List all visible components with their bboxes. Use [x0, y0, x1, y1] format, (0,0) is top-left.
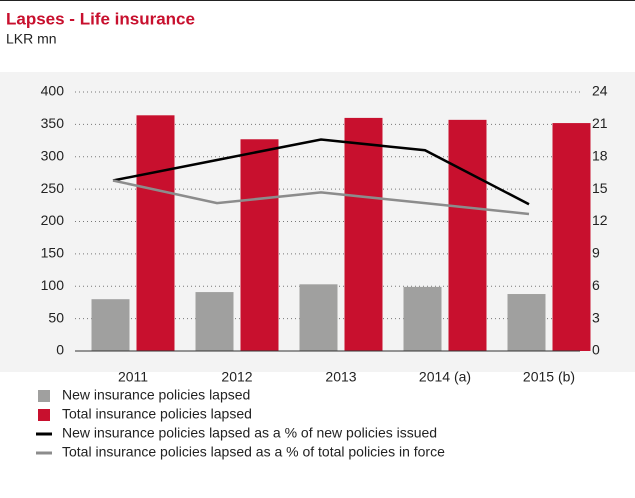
- legend-label: Total insurance policies lapsed as a % o…: [62, 444, 445, 460]
- legend-swatch: [38, 390, 50, 402]
- y-tick-label: 0: [56, 342, 64, 358]
- y2-tick-label: 24: [592, 83, 608, 99]
- legend-label: Total insurance policies lapsed: [62, 406, 252, 422]
- bar: [403, 286, 442, 351]
- bar: [240, 139, 279, 351]
- y-tick-label: 50: [48, 309, 64, 325]
- y2-tick-label: 21: [592, 115, 608, 131]
- y-tick-label: 400: [41, 83, 65, 99]
- y2-tick-label: 15: [592, 180, 608, 196]
- x-tick-label: 2014 (a): [419, 369, 471, 385]
- y-tick-label: 350: [41, 115, 65, 131]
- y-tick-label: 100: [41, 277, 65, 293]
- chart-subtitle: LKR mn: [6, 31, 57, 47]
- legend-swatch: [38, 409, 50, 421]
- bar: [448, 119, 487, 351]
- y2-tick-label: 9: [592, 245, 600, 261]
- line-series: [112, 179, 530, 216]
- bar: [344, 117, 383, 352]
- x-tick-label: 2013: [325, 369, 356, 385]
- y2-tick-label: 18: [592, 147, 608, 163]
- bar: [507, 294, 546, 351]
- y2-tick-label: 3: [592, 309, 600, 325]
- bar: [91, 299, 130, 351]
- bar: [299, 284, 338, 351]
- bar: [195, 292, 234, 351]
- y2-tick-label: 0: [592, 342, 600, 358]
- x-tick-label: 2015 (b): [523, 369, 575, 385]
- bar: [552, 123, 591, 351]
- y-tick-label: 300: [41, 147, 65, 163]
- legend-label: New insurance policies lapsed as a % of …: [62, 425, 437, 441]
- x-tick-label: 2012: [221, 369, 252, 385]
- y-tick-label: 150: [41, 245, 65, 261]
- y-tick-label: 250: [41, 180, 65, 196]
- y-tick-label: 200: [41, 212, 65, 228]
- y2-tick-label: 12: [592, 212, 608, 228]
- legend-label: New insurance policies lapsed: [62, 387, 250, 403]
- line-series: [112, 138, 530, 206]
- y2-tick-label: 6: [592, 277, 600, 293]
- bar: [136, 115, 175, 351]
- x-tick-label: 2011: [118, 369, 148, 385]
- chart-title: Lapses - Life insurance: [6, 9, 195, 28]
